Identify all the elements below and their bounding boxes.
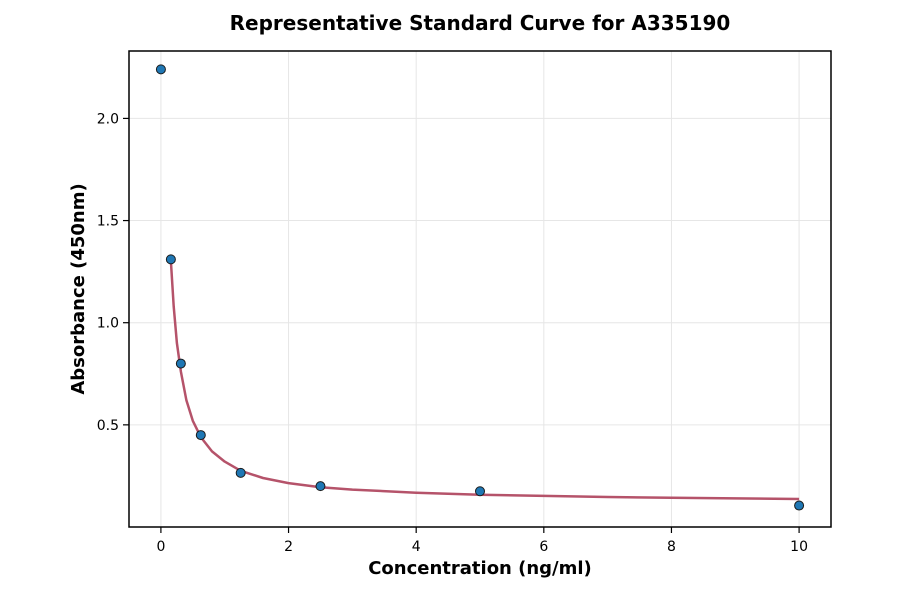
data-point xyxy=(235,467,246,478)
fit-curve-line xyxy=(169,261,800,501)
x-tick-label: 0 xyxy=(156,539,165,555)
x-tick-label: 4 xyxy=(412,539,421,555)
x-axis-label: Concentration (ng/ml) xyxy=(368,558,592,579)
y-axis-label: Absorbance (450nm) xyxy=(68,183,89,394)
data-point xyxy=(475,486,485,497)
data-points-layer xyxy=(155,64,805,511)
data-point xyxy=(175,358,186,369)
x-tick-label: 2 xyxy=(284,539,293,555)
grid xyxy=(129,51,831,527)
y-tick-label: 2.0 xyxy=(97,111,119,127)
data-point xyxy=(155,64,166,75)
data-point xyxy=(195,430,206,441)
data-point xyxy=(794,500,805,511)
data-point xyxy=(165,254,176,265)
axis-ticks: 0 2 4 6 8 10 0.5 1.0 1.5 2.0 xyxy=(97,111,808,555)
y-tick-label: 0.5 xyxy=(97,418,119,434)
plot-area-frame xyxy=(128,50,832,528)
x-tick-label: 10 xyxy=(790,539,808,555)
chart-title: Representative Standard Curve for A33519… xyxy=(230,11,731,35)
data-point xyxy=(315,481,326,492)
x-tick-label: 8 xyxy=(667,539,676,555)
x-tick-label: 6 xyxy=(539,539,548,555)
y-tick-label: 1.5 xyxy=(97,214,119,230)
y-tick-label: 1.0 xyxy=(97,316,119,332)
fit-curve-layer xyxy=(169,261,800,501)
